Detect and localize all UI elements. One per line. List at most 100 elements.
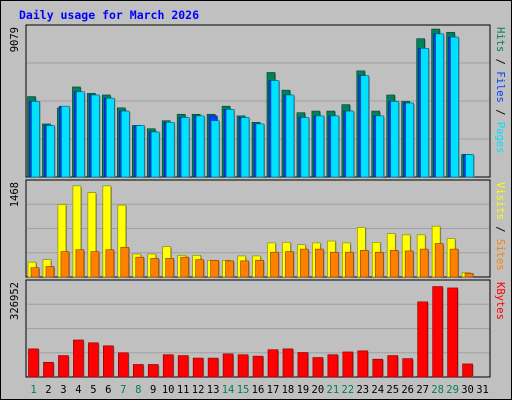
bar-pages-day-8 [135, 125, 145, 178]
bar-pages-day-29 [450, 36, 459, 178]
bar-kbytes-day-2 [43, 361, 54, 378]
bar-kbytes-day-19 [297, 352, 309, 378]
legend-entry: Files [494, 71, 506, 103]
panel-kbytes: 326952 KBytes [9, 279, 506, 378]
bar-kbytes-day-13 [207, 357, 219, 378]
bar-sites-day-2 [45, 266, 55, 278]
bar-sites-day-12 [195, 259, 204, 278]
bar-kbytes-day-3 [58, 355, 69, 378]
day-label-21: 21 [327, 384, 340, 396]
day-label-30: 30 [461, 384, 474, 396]
bar-sites-day-24 [374, 251, 384, 278]
bar-sites-day-16 [255, 259, 264, 278]
bar-sites-day-4 [75, 249, 85, 278]
day-label-15: 15 [237, 384, 250, 396]
bar-kbytes-day-27 [417, 301, 428, 378]
bar-sites-day-19 [300, 248, 309, 278]
legend-entry: KBytes [494, 282, 506, 320]
day-label-18: 18 [282, 384, 295, 396]
day-label-12: 12 [192, 384, 205, 396]
bar-pages-day-5 [91, 94, 100, 178]
bar-pages-day-3 [61, 105, 70, 178]
bar-sites-day-14 [225, 260, 234, 278]
bar-sites-day-13 [210, 259, 219, 278]
bar-pages-day-4 [76, 91, 85, 178]
day-label-20: 20 [312, 384, 325, 396]
day-label-14: 14 [222, 384, 235, 396]
panel-max-label: 326952 [9, 282, 21, 320]
day-label-16: 16 [252, 384, 265, 396]
panel-legend: KBytes [494, 282, 506, 320]
bar-kbytes-day-5 [88, 342, 99, 378]
bar-kbytes-day-24 [372, 358, 384, 378]
day-label-13: 13 [207, 384, 220, 396]
day-label-27: 27 [416, 384, 429, 396]
bar-sites-day-5 [90, 251, 100, 278]
bar-kbytes-day-15 [237, 354, 249, 378]
bar-sites-day-25 [389, 250, 399, 278]
panel-max-label: 9079 [9, 27, 21, 52]
bar-kbytes-day-28 [432, 286, 443, 378]
bar-sites-day-17 [270, 251, 279, 278]
bar-sites-day-15 [240, 260, 249, 278]
panel-max-label: 1468 [9, 182, 21, 207]
bar-kbytes-day-23 [357, 350, 369, 378]
day-label-5: 5 [90, 384, 96, 396]
bar-pages-day-22 [345, 110, 355, 178]
series-kbytes [28, 286, 474, 378]
legend-entry: Hits [494, 27, 506, 52]
day-label-1: 1 [30, 384, 36, 396]
day-label-29: 29 [446, 384, 459, 396]
legend-entry: / [494, 52, 506, 71]
bar-sites-day-18 [285, 251, 294, 278]
bar-pages-day-10 [165, 122, 175, 178]
legend-entry: / [494, 103, 506, 122]
bar-sites-day-23 [359, 250, 369, 278]
bar-kbytes-day-20 [312, 357, 324, 378]
bar-sites-day-11 [180, 256, 189, 278]
panel-hits-files-pages: 9079 Hits / Files / Pages [9, 24, 506, 178]
bar-kbytes-day-8 [132, 364, 144, 378]
bar-sites-day-20 [315, 248, 324, 278]
day-label-26: 26 [401, 384, 414, 396]
bar-kbytes-day-21 [327, 354, 339, 378]
day-label-23: 23 [356, 384, 369, 396]
bar-pages-day-12 [195, 115, 205, 178]
chart-title: Daily usage for March 2026 [19, 8, 199, 22]
bar-pages-day-14 [225, 109, 235, 178]
series-sites [30, 243, 475, 278]
day-label-28: 28 [431, 384, 444, 396]
bar-pages-day-28 [435, 33, 444, 178]
bar-pages-day-23 [360, 75, 370, 178]
series-pages [31, 33, 475, 178]
bar-kbytes-day-16 [252, 355, 264, 378]
day-label-3: 3 [60, 384, 66, 396]
bar-kbytes-day-7 [118, 352, 129, 378]
day-label-9: 9 [150, 384, 156, 396]
bar-sites-day-3 [60, 251, 70, 278]
bar-kbytes-day-14 [222, 353, 234, 378]
bar-kbytes-day-22 [342, 351, 354, 378]
legend-entry: Pages [494, 122, 506, 154]
bar-pages-day-26 [405, 102, 414, 178]
bar-pages-day-16 [255, 123, 265, 178]
bar-pages-day-13 [210, 120, 220, 178]
day-label-10: 10 [162, 384, 175, 396]
panel-legend: Hits / Files / Pages [494, 27, 506, 153]
bar-kbytes-day-17 [267, 349, 279, 378]
bar-sites-day-10 [165, 258, 175, 278]
day-axis-labels: 1 2 3 4 5 6 7 8 9 10 11 12 13 14 15 16 17 18 19 20 21 22 23 24 2… [30, 384, 489, 396]
bar-sites-day-8 [135, 256, 145, 278]
bar-sites-day-27 [419, 248, 429, 278]
bar-pages-day-6 [106, 97, 115, 178]
bar-kbytes-day-4 [73, 339, 84, 378]
legend-entry: / [494, 220, 506, 239]
day-label-31: 31 [476, 384, 489, 396]
panel-visits-sites: 1468 Visits / Sites [9, 179, 506, 278]
day-label-7: 7 [120, 384, 126, 396]
bar-sites-day-6 [105, 249, 115, 278]
day-label-11: 11 [177, 384, 190, 396]
bar-kbytes-day-29 [447, 287, 458, 378]
day-label-4: 4 [75, 384, 81, 396]
